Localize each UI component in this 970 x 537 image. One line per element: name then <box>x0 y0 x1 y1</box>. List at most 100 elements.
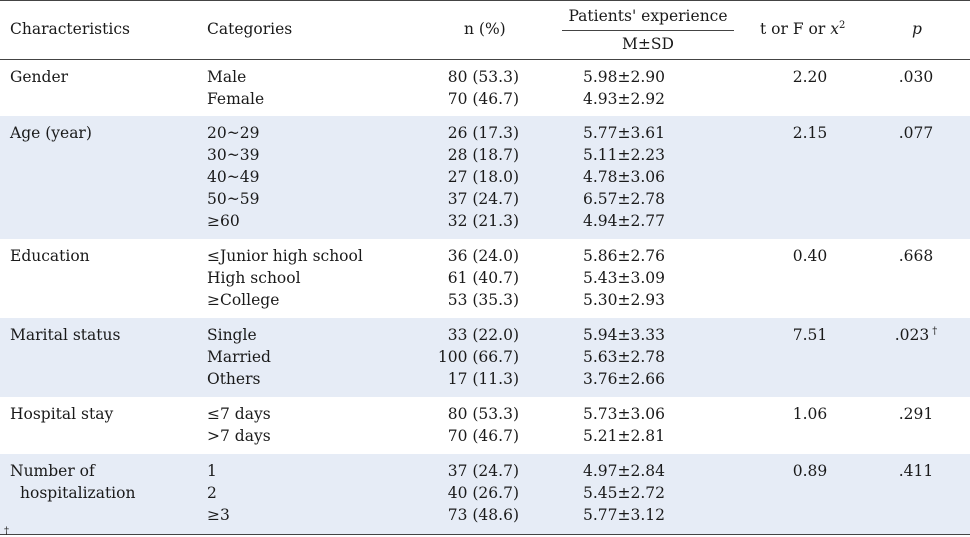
test-statistic-cell: 1.06 <box>792 405 828 423</box>
table-row: Education ≤Junior high school 36 (24.0) 5.8… <box>0 245 970 267</box>
table-body: Gender Male 80 (53.3) 5.98±2.90 2.20 .030 Fema… <box>0 60 970 535</box>
row-group: Age (year) 20~29 26 (17.3) 5.77±3.61 2.15 .07… <box>0 116 970 239</box>
row-group: Hospital stay ≤7 days 80 (53.3) 5.73±3.06 1.… <box>0 397 970 454</box>
table-row: High school 61 (40.7) 5.43±3.09 <box>0 267 970 289</box>
p-value: .411 <box>898 462 934 480</box>
n-percent-cell: 40 (26.7) <box>447 484 519 502</box>
n-percent-cell: 27 (18.0) <box>447 168 519 186</box>
table-row: 40~49 27 (18.0) 4.78±3.06 <box>0 166 970 188</box>
table-row: Number of 1 37 (24.7) 4.97±2.84 0.89 .411 <box>0 460 970 482</box>
table-row: Others 17 (11.3) 3.76±2.66 <box>0 368 970 390</box>
table-row: Married 100 (66.7) 5.63±2.78 <box>0 346 970 368</box>
table-row: ≥College 53 (35.3) 5.30±2.93 <box>0 289 970 311</box>
characteristic-label: Marital status <box>10 326 121 344</box>
n-percent-cell: 80 (53.3) <box>447 405 519 423</box>
header-mean-sd: M±SD <box>622 35 674 53</box>
category-cell: ≥College <box>207 291 280 309</box>
p-value-cell: .077 <box>890 122 942 144</box>
table-row: >7 days 70 (46.7) 5.21±2.81 <box>0 425 970 447</box>
p-value: .023 <box>894 326 930 344</box>
row-group: Marital status Single 33 (22.0) 5.94±3.33 7.… <box>0 318 970 397</box>
row-group: Gender Male 80 (53.3) 5.98±2.90 2.20 .030 Fema… <box>0 60 970 116</box>
characteristic-label: Education <box>10 247 90 265</box>
n-percent-cell: 100 (66.7) <box>437 348 519 366</box>
category-cell: Others <box>207 370 261 388</box>
mean-sd-cell: 5.11±2.23 <box>583 146 666 164</box>
header-test-statistic: t or F or x2 <box>760 19 846 38</box>
p-value: .668 <box>898 247 934 265</box>
category-cell: Male <box>207 68 247 86</box>
category-cell: ≤Junior high school <box>207 247 363 265</box>
test-statistic-cell: 2.20 <box>792 68 828 86</box>
n-percent-cell: 17 (11.3) <box>447 370 519 388</box>
category-cell: Female <box>207 90 265 108</box>
table-row: 30~39 28 (18.7) 5.11±2.23 <box>0 144 970 166</box>
n-percent-cell: 33 (22.0) <box>447 326 519 344</box>
category-cell: Married <box>207 348 271 366</box>
row-group: Education ≤Junior high school 36 (24.0) 5.8… <box>0 239 970 318</box>
footnote-mark: † <box>4 526 9 537</box>
mean-sd-cell: 5.94±3.33 <box>583 326 666 344</box>
mean-sd-cell: 5.98±2.90 <box>583 68 666 86</box>
table-row: Female 70 (46.7) 4.93±2.92 <box>0 88 970 110</box>
header-categories: Categories <box>207 20 293 38</box>
category-cell: 2 <box>207 484 217 502</box>
category-cell: Single <box>207 326 257 344</box>
row-group: Number of 1 37 (24.7) 4.97±2.84 0.89 .411 hosp… <box>0 454 970 534</box>
category-cell: 20~29 <box>207 124 260 142</box>
characteristic-label: Gender <box>10 68 69 86</box>
mean-sd-cell: 4.93±2.92 <box>583 90 666 108</box>
header-n-percent: n (%) <box>464 20 506 38</box>
characteristic-label: Number of <box>10 462 95 480</box>
category-cell: 30~39 <box>207 146 260 164</box>
mean-sd-cell: 4.78±3.06 <box>583 168 666 186</box>
table-row: Age (year) 20~29 26 (17.3) 5.77±3.61 2.15 .07… <box>0 122 970 144</box>
footnote-dagger: † <box>932 325 938 337</box>
test-statistic-cell: 2.15 <box>792 124 828 142</box>
n-percent-cell: 37 (24.7) <box>447 190 519 208</box>
characteristic-label: Age (year) <box>10 124 92 142</box>
n-percent-cell: 37 (24.7) <box>447 462 519 480</box>
test-statistic-cell: 0.89 <box>792 462 828 480</box>
table-row: hospitalization 2 40 (26.7) 5.45±2.72 <box>0 482 970 504</box>
test-statistic-cell: 0.40 <box>792 247 828 265</box>
mean-sd-cell: 5.45±2.72 <box>583 484 666 502</box>
mean-sd-cell: 3.76±2.66 <box>583 370 666 388</box>
table-row: Gender Male 80 (53.3) 5.98±2.90 2.20 .030 <box>0 66 970 88</box>
mean-sd-cell: 5.63±2.78 <box>583 348 666 366</box>
table-row: Marital status Single 33 (22.0) 5.94±3.33 7.… <box>0 324 970 346</box>
category-cell: ≥60 <box>207 212 240 230</box>
mean-sd-cell: 5.21±2.81 <box>583 427 666 445</box>
table-row: 50~59 37 (24.7) 6.57±2.78 <box>0 188 970 210</box>
mean-sd-cell: 5.77±3.12 <box>583 506 666 524</box>
p-value-cell: .030 <box>890 66 942 88</box>
n-percent-cell: 26 (17.3) <box>447 124 519 142</box>
mean-sd-cell: 5.30±2.93 <box>583 291 666 309</box>
mean-sd-cell: 5.86±2.76 <box>583 247 666 265</box>
p-value: .030 <box>898 68 934 86</box>
n-percent-cell: 70 (46.7) <box>447 427 519 445</box>
mean-sd-cell: 4.94±2.77 <box>583 212 666 230</box>
header-characteristics: Characteristics <box>10 20 130 38</box>
table-row: Hospital stay ≤7 days 80 (53.3) 5.73±3.06 1.… <box>0 403 970 425</box>
p-value-cell: .291 <box>890 403 942 425</box>
category-cell: 40~49 <box>207 168 260 186</box>
characteristic-label: hospitalization <box>20 484 136 502</box>
table-row: ≥60 32 (21.3) 4.94±2.77 <box>0 210 970 232</box>
test-statistic-cell: 7.51 <box>792 326 828 344</box>
p-value: .077 <box>898 124 934 142</box>
p-value-cell: .411 <box>890 460 942 482</box>
mean-sd-cell: 5.77±3.61 <box>583 124 666 142</box>
p-value-cell: .668 <box>890 245 942 267</box>
category-cell: High school <box>207 269 301 287</box>
table-header: Characteristics Categories n (%) Patient… <box>0 0 970 60</box>
n-percent-cell: 73 (48.6) <box>447 506 519 524</box>
category-cell: ≤7 days <box>207 405 271 423</box>
category-cell: ≥3 <box>207 506 230 524</box>
header-p-value: p <box>912 20 922 38</box>
n-percent-cell: 36 (24.0) <box>447 247 519 265</box>
table-row: ≥3 73 (48.6) 5.77±3.12 <box>0 504 970 526</box>
n-percent-cell: 32 (21.3) <box>447 212 519 230</box>
p-value: .291 <box>898 405 934 423</box>
